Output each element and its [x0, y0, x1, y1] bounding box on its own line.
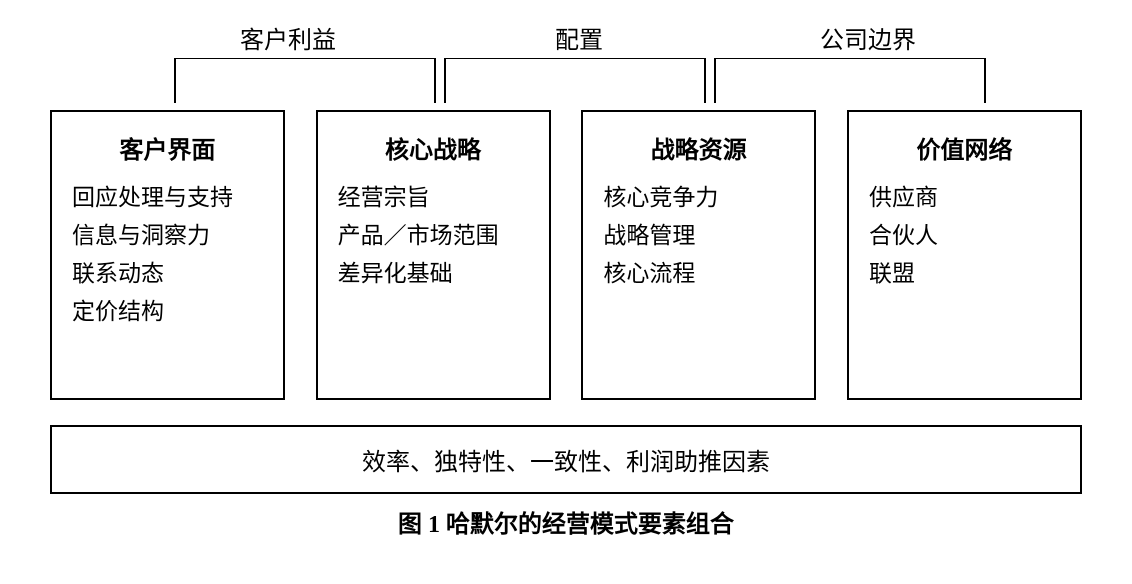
box-item: 产品／市场范围	[338, 217, 529, 255]
box-item: 信息与洞察力	[72, 217, 263, 255]
box-item: 合伙人	[869, 217, 1060, 255]
bottom-bar: 效率、独特性、一致性、利润助推因素	[50, 425, 1082, 494]
boxes-row: 客户界面回应处理与支持信息与洞察力联系动态定价结构核心战略经营宗旨产品／市场范围…	[50, 110, 1082, 400]
bridge-label: 配置	[555, 20, 603, 55]
figure-caption: 图 1 哈默尔的经营模式要素组合	[50, 504, 1082, 539]
bracket-connectors	[50, 58, 1082, 113]
box-item: 联系动态	[72, 255, 263, 293]
box-0: 客户界面回应处理与支持信息与洞察力联系动态定价结构	[50, 110, 285, 400]
bridge-label: 客户利益	[240, 20, 336, 55]
box-item: 定价结构	[72, 293, 263, 331]
box-item: 经营宗旨	[338, 179, 529, 217]
box-title: 核心战略	[338, 130, 529, 165]
bridge-labels-row: 客户利益 配置 公司边界	[50, 20, 1082, 60]
box-item: 核心竞争力	[603, 179, 794, 217]
box-item: 核心流程	[603, 255, 794, 293]
box-item: 联盟	[869, 255, 1060, 293]
box-title: 价值网络	[869, 130, 1060, 165]
box-1: 核心战略经营宗旨产品／市场范围差异化基础	[316, 110, 551, 400]
bridge-label: 公司边界	[820, 20, 916, 55]
box-item: 回应处理与支持	[72, 179, 263, 217]
box-item: 供应商	[869, 179, 1060, 217]
business-model-diagram: 客户利益 配置 公司边界 客户界面回应处理与支持信息与洞察力联系动态定价结构核心…	[50, 20, 1082, 539]
box-3: 价值网络供应商合伙人联盟	[847, 110, 1082, 400]
box-title: 客户界面	[72, 130, 263, 165]
box-item: 差异化基础	[338, 255, 529, 293]
box-title: 战略资源	[603, 130, 794, 165]
box-2: 战略资源核心竞争力战略管理核心流程	[581, 110, 816, 400]
box-item: 战略管理	[603, 217, 794, 255]
